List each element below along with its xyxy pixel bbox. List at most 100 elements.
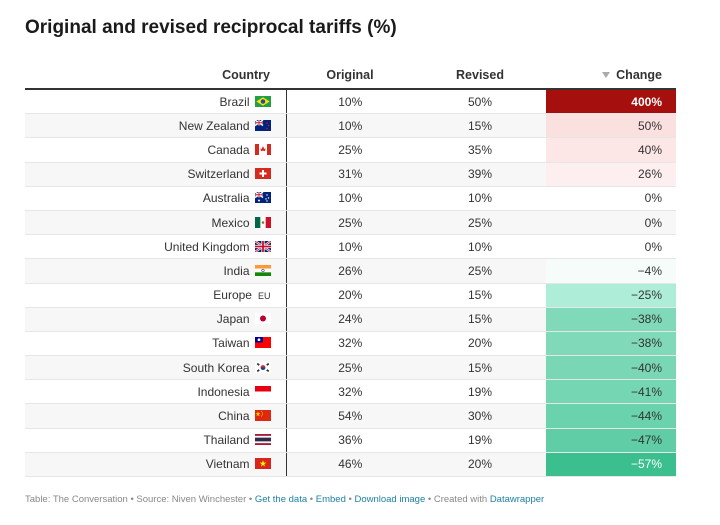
- revised-cell: 50%: [414, 89, 546, 115]
- revised-cell: 30%: [414, 403, 546, 429]
- original-cell: 24%: [286, 307, 414, 332]
- embed-link[interactable]: Embed: [315, 494, 346, 505]
- australia-flag-icon: [254, 192, 271, 204]
- change-cell: −4%: [546, 258, 676, 284]
- country-cell: Switzerland: [25, 162, 287, 187]
- footer-created: • Created with: [425, 494, 490, 505]
- change-cell: 0%: [546, 210, 676, 236]
- country-name: Brazil: [219, 94, 250, 109]
- table-row: Canada 25% 35% 40%: [25, 137, 676, 163]
- country-cell: South Korea: [25, 355, 287, 381]
- change-cell: −40%: [546, 355, 676, 381]
- table-row: Australia 10% 10% 0%: [25, 186, 676, 211]
- datawrapper-link[interactable]: Datawrapper: [489, 494, 545, 505]
- header-row: Country Original Revised Change: [25, 62, 676, 90]
- download-image-link[interactable]: Download image: [354, 494, 426, 505]
- revised-cell: 15%: [414, 283, 546, 308]
- revised-cell: 19%: [414, 428, 546, 453]
- table-row: Taiwan 32% 20% −38%: [25, 331, 676, 357]
- original-cell: 25%: [286, 210, 414, 236]
- country-name: India: [223, 263, 250, 278]
- indonesia-flag-icon: [254, 385, 271, 397]
- country-name: Indonesia: [197, 384, 250, 399]
- country-cell: Brazil: [25, 89, 287, 115]
- country-name: Australia: [202, 191, 250, 206]
- revised-cell: 15%: [414, 307, 546, 332]
- country-cell: Taiwan: [25, 331, 287, 357]
- footer: Table: The Conversation • Source: Niven …: [25, 494, 544, 505]
- eu-flag-icon: EU: [257, 291, 271, 302]
- change-cell: −57%: [546, 452, 676, 478]
- change-cell: 0%: [546, 234, 676, 260]
- original-cell: 26%: [286, 258, 414, 284]
- change-cell: 50%: [546, 113, 676, 139]
- country-cell: New Zealand: [25, 113, 287, 139]
- original-cell: 10%: [286, 186, 414, 211]
- table-row: Vietnam 46% 20% −57%: [25, 452, 676, 478]
- original-cell: 36%: [286, 428, 414, 453]
- country-cell: Vietnam: [25, 452, 287, 478]
- revised-cell: 10%: [414, 186, 546, 211]
- table-row: Mexico 25% 25% 0%: [25, 210, 676, 236]
- country-name: Canada: [207, 142, 250, 157]
- column-header-change[interactable]: Change: [546, 62, 676, 90]
- table-row: New Zealand 10% 15% 50%: [25, 113, 676, 139]
- country-cell: United Kingdom: [25, 234, 287, 260]
- table-row: Thailand 36% 19% −47%: [25, 428, 676, 453]
- footer-source: Table: The Conversation • Source: Niven …: [25, 494, 255, 505]
- table-body: Brazil 10% 50% 400% New Zealand 10% 15% 50% Cana…: [25, 89, 676, 478]
- country-name: United Kingdom: [164, 239, 250, 254]
- india-flag-icon: [254, 264, 271, 276]
- revised-cell: 25%: [414, 258, 546, 284]
- table-row: Switzerland 31% 39% 26%: [25, 162, 676, 187]
- table-row: China 54% 30% −44%: [25, 403, 676, 429]
- sort-descending-icon: [602, 72, 611, 78]
- taiwan-flag-icon: [254, 337, 271, 349]
- change-cell: −25%: [546, 283, 676, 308]
- table-row: Europe EU 20% 15% −25%: [25, 283, 676, 308]
- country-name: Vietnam: [205, 457, 250, 472]
- country-cell: Canada: [25, 137, 287, 163]
- original-cell: 25%: [286, 137, 414, 163]
- original-cell: 10%: [286, 234, 414, 260]
- footer-separator: •: [345, 494, 355, 505]
- get-data-link[interactable]: Get the data: [254, 494, 308, 505]
- switzerland-flag-icon: [254, 168, 271, 180]
- country-cell: Thailand: [25, 428, 287, 453]
- table-row: United Kingdom 10% 10% 0%: [25, 234, 676, 260]
- vietnam-flag-icon: [254, 458, 271, 470]
- country-name: South Korea: [182, 360, 250, 375]
- column-header-original[interactable]: Original: [286, 62, 414, 90]
- table-row: South Korea 25% 15% −40%: [25, 355, 676, 381]
- tariff-table: Country Original Revised Change Brazil 10…: [25, 62, 676, 478]
- country-name: Taiwan: [212, 336, 250, 351]
- revised-cell: 39%: [414, 162, 546, 187]
- change-cell: 0%: [546, 186, 676, 211]
- original-cell: 32%: [286, 379, 414, 405]
- country-cell: Australia: [25, 186, 287, 211]
- south-korea-flag-icon: [254, 361, 271, 373]
- original-cell: 25%: [286, 355, 414, 381]
- table-row: India 26% 25% −4%: [25, 258, 676, 284]
- change-cell: −44%: [546, 403, 676, 429]
- change-cell: 40%: [546, 137, 676, 163]
- country-name: Mexico: [211, 215, 250, 230]
- revised-cell: 19%: [414, 379, 546, 405]
- table-row: Indonesia 32% 19% −41%: [25, 379, 676, 405]
- original-cell: 20%: [286, 283, 414, 308]
- revised-cell: 25%: [414, 210, 546, 236]
- change-cell: −47%: [546, 428, 676, 453]
- change-cell: −41%: [546, 379, 676, 405]
- country-cell: India: [25, 258, 287, 284]
- original-cell: 32%: [286, 331, 414, 357]
- column-header-country[interactable]: Country: [25, 62, 286, 90]
- table-row: Japan 24% 15% −38%: [25, 307, 676, 332]
- original-cell: 10%: [286, 113, 414, 139]
- footer-separator: •: [307, 494, 316, 505]
- revised-cell: 15%: [414, 355, 546, 381]
- brazil-flag-icon: [254, 95, 271, 107]
- column-header-revised[interactable]: Revised: [414, 62, 546, 90]
- revised-cell: 35%: [414, 137, 546, 163]
- china-flag-icon: [254, 410, 271, 422]
- original-cell: 31%: [286, 162, 414, 187]
